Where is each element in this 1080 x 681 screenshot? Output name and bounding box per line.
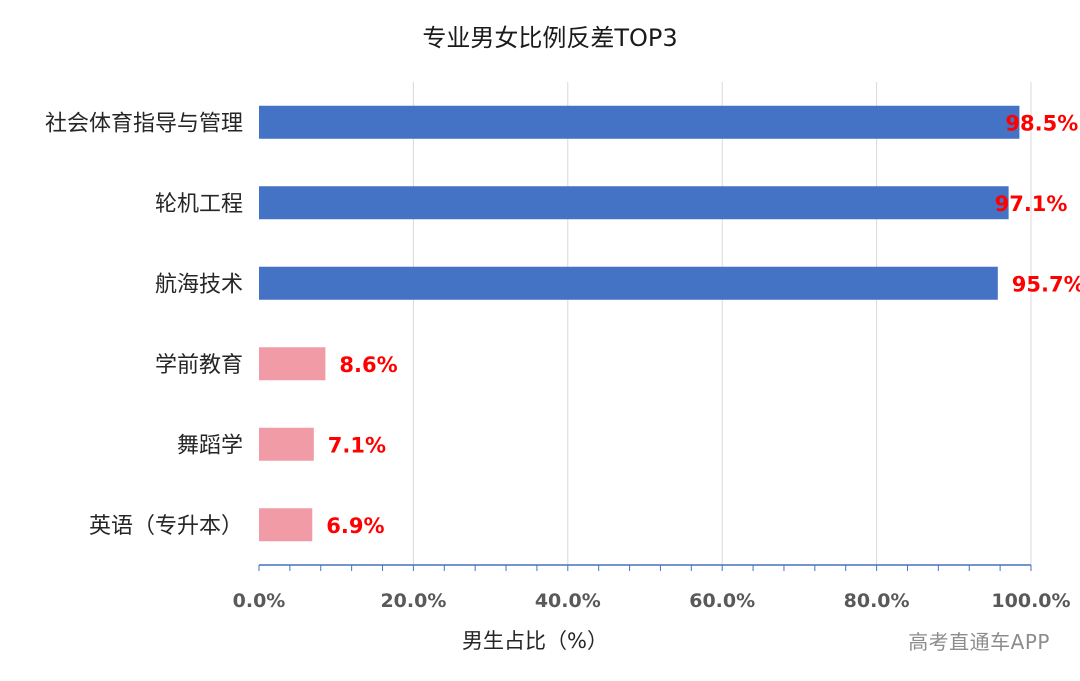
grid-lines [412, 82, 1032, 565]
x-tick-label: 60.0% [689, 590, 755, 612]
bar [259, 508, 313, 542]
x-tick-label: 20.0% [380, 590, 446, 612]
value-label: 97.1% [995, 192, 1068, 216]
category-label: 社会体育指导与管理 [45, 111, 243, 136]
x-tick-label: 80.0% [844, 590, 910, 612]
chart-text: 专业男女比例反差TOP3 男生占比（%） 社会体育指导与管理 98.5% 轮机工程 97.… [45, 24, 1080, 653]
chart-title: 专业男女比例反差TOP3 [422, 24, 677, 52]
bar [259, 347, 326, 381]
bar [259, 105, 1020, 139]
category-label: 航海技术 [155, 272, 243, 297]
value-label: 6.9% [326, 514, 384, 538]
watermark: 高考直通车APP [908, 630, 1050, 654]
bar [259, 427, 314, 461]
value-label: 7.1% [328, 433, 386, 457]
category-label: 舞蹈学 [177, 433, 243, 458]
x-axis: 0.0% 20.0% 40.0% 60.0% 80.0% 100.0% [233, 564, 1071, 612]
value-label: 95.7% [1012, 272, 1080, 296]
category-label: 英语（专升本） [89, 514, 243, 539]
value-label: 8.6% [339, 353, 397, 377]
category-label: 轮机工程 [155, 192, 243, 217]
x-tick-label: 0.0% [233, 590, 286, 612]
x-axis-title: 男生占比（%） [462, 629, 608, 653]
bar [259, 266, 998, 300]
x-tick-label: 40.0% [535, 590, 601, 612]
bars [259, 105, 1020, 542]
category-label: 学前教育 [155, 353, 243, 378]
value-label: 98.5% [1005, 111, 1078, 135]
bar [259, 186, 1009, 220]
x-tick-label: 100.0% [991, 590, 1070, 612]
